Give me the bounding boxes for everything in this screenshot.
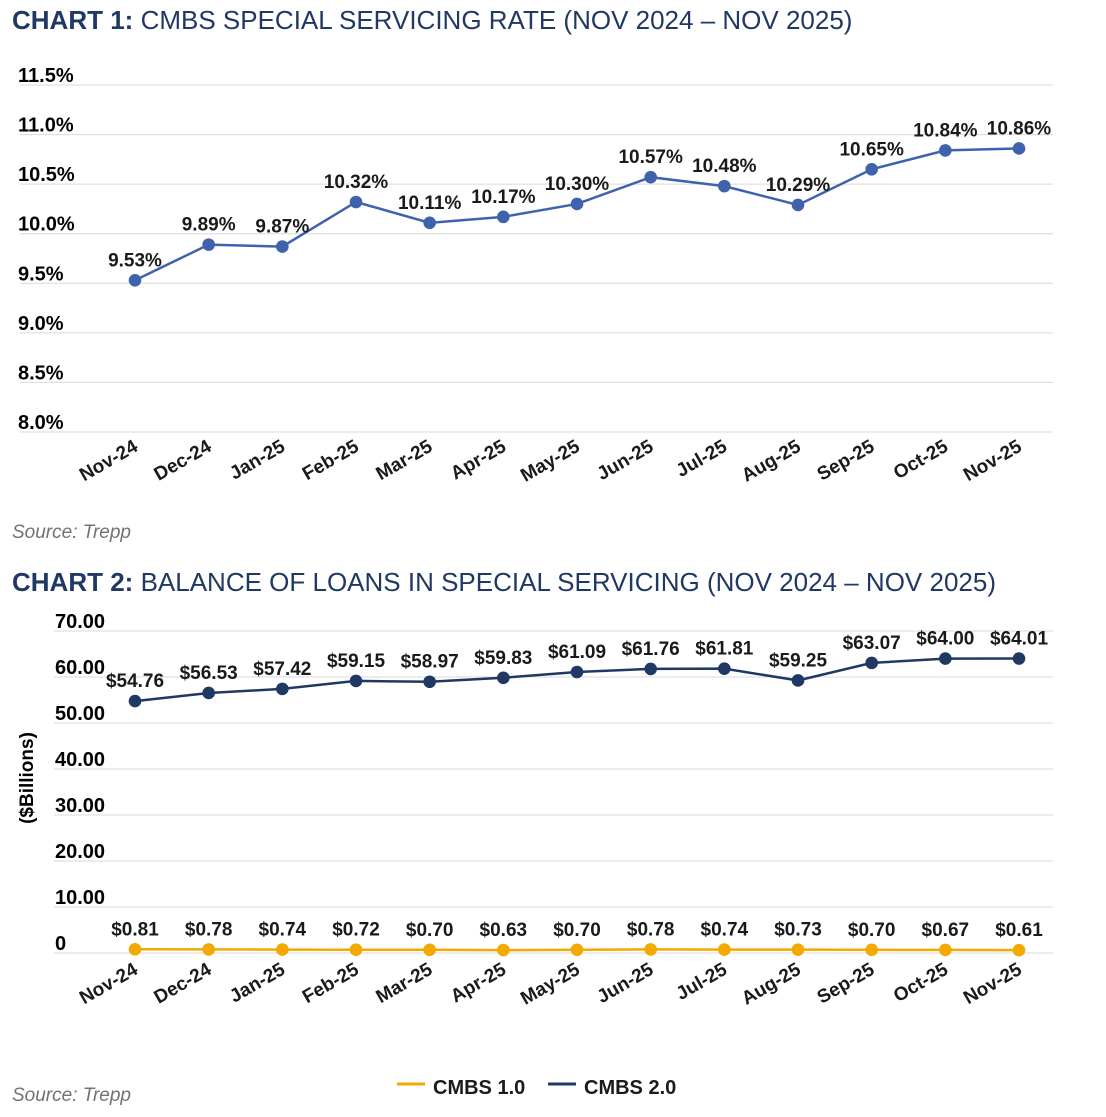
svg-text:10.57%: 10.57% bbox=[618, 147, 683, 168]
svg-text:10.65%: 10.65% bbox=[839, 139, 904, 160]
svg-text:$0.70: $0.70 bbox=[848, 920, 896, 941]
svg-text:$0.70: $0.70 bbox=[553, 920, 601, 941]
svg-text:CHART 2: BALANCE OF LOANS IN S: CHART 2: BALANCE OF LOANS IN SPECIAL SER… bbox=[12, 567, 996, 597]
svg-text:30.00: 30.00 bbox=[55, 795, 105, 817]
svg-text:Source: Trepp: Source: Trepp bbox=[12, 1085, 131, 1106]
svg-text:10.84%: 10.84% bbox=[913, 120, 978, 141]
svg-text:$0.74: $0.74 bbox=[259, 920, 307, 941]
svg-text:$54.76: $54.76 bbox=[106, 671, 164, 692]
svg-text:CMBS 2.0: CMBS 2.0 bbox=[584, 1077, 676, 1099]
svg-text:$64.00: $64.00 bbox=[916, 629, 974, 650]
svg-text:10.17%: 10.17% bbox=[471, 187, 536, 208]
svg-text:Source: Trepp: Source: Trepp bbox=[12, 522, 131, 543]
svg-text:$58.97: $58.97 bbox=[401, 652, 459, 673]
svg-text:9.87%: 9.87% bbox=[255, 217, 309, 238]
svg-text:10.11%: 10.11% bbox=[398, 193, 461, 214]
svg-text:11.5%: 11.5% bbox=[18, 65, 74, 87]
svg-text:9.5%: 9.5% bbox=[18, 263, 64, 285]
svg-text:10.5%: 10.5% bbox=[18, 164, 75, 186]
svg-text:$56.53: $56.53 bbox=[180, 663, 238, 684]
svg-text:9.89%: 9.89% bbox=[182, 215, 236, 236]
svg-text:$61.09: $61.09 bbox=[548, 642, 606, 663]
svg-text:CHART 1: CMBS SPECIAL SERVICIN: CHART 1: CMBS SPECIAL SERVICING RATE (NO… bbox=[12, 5, 852, 35]
svg-text:50.00: 50.00 bbox=[55, 703, 105, 725]
svg-text:$63.07: $63.07 bbox=[843, 633, 901, 654]
svg-text:70.00: 70.00 bbox=[55, 611, 105, 633]
svg-text:$61.76: $61.76 bbox=[622, 639, 680, 660]
svg-text:$0.61: $0.61 bbox=[995, 920, 1043, 941]
svg-text:10.00: 10.00 bbox=[55, 887, 105, 909]
svg-text:60.00: 60.00 bbox=[55, 657, 105, 679]
svg-text:10.32%: 10.32% bbox=[324, 172, 389, 193]
svg-text:10.30%: 10.30% bbox=[545, 174, 610, 195]
svg-text:$0.63: $0.63 bbox=[480, 920, 528, 941]
svg-text:$59.25: $59.25 bbox=[769, 650, 828, 671]
svg-text:10.29%: 10.29% bbox=[766, 175, 831, 196]
svg-text:10.48%: 10.48% bbox=[692, 156, 757, 177]
svg-text:$0.81: $0.81 bbox=[111, 919, 159, 940]
svg-text:$59.83: $59.83 bbox=[474, 648, 532, 669]
svg-text:$0.74: $0.74 bbox=[701, 920, 749, 941]
svg-text:$0.67: $0.67 bbox=[922, 920, 970, 941]
svg-text:8.0%: 8.0% bbox=[18, 412, 64, 434]
svg-text:$59.15: $59.15 bbox=[327, 651, 386, 672]
svg-text:$0.73: $0.73 bbox=[774, 920, 822, 941]
svg-text:11.0%: 11.0% bbox=[18, 115, 74, 137]
svg-text:$57.42: $57.42 bbox=[253, 659, 311, 680]
svg-text:($Billions): ($Billions) bbox=[17, 732, 38, 824]
svg-text:CMBS 1.0: CMBS 1.0 bbox=[433, 1077, 525, 1099]
svg-text:$61.81: $61.81 bbox=[695, 639, 754, 660]
svg-text:10.0%: 10.0% bbox=[18, 214, 75, 236]
svg-text:10.86%: 10.86% bbox=[987, 118, 1052, 139]
svg-text:$0.70: $0.70 bbox=[406, 920, 454, 941]
svg-text:8.5%: 8.5% bbox=[18, 362, 64, 384]
svg-text:$0.72: $0.72 bbox=[332, 920, 380, 941]
svg-text:40.00: 40.00 bbox=[55, 749, 105, 771]
svg-text:20.00: 20.00 bbox=[55, 841, 105, 863]
svg-text:$0.78: $0.78 bbox=[185, 919, 233, 940]
svg-text:9.0%: 9.0% bbox=[18, 313, 64, 335]
svg-text:$0.78: $0.78 bbox=[627, 919, 675, 940]
svg-text:0: 0 bbox=[55, 933, 66, 955]
svg-text:$64.01: $64.01 bbox=[990, 629, 1049, 650]
svg-text:9.53%: 9.53% bbox=[108, 250, 162, 271]
